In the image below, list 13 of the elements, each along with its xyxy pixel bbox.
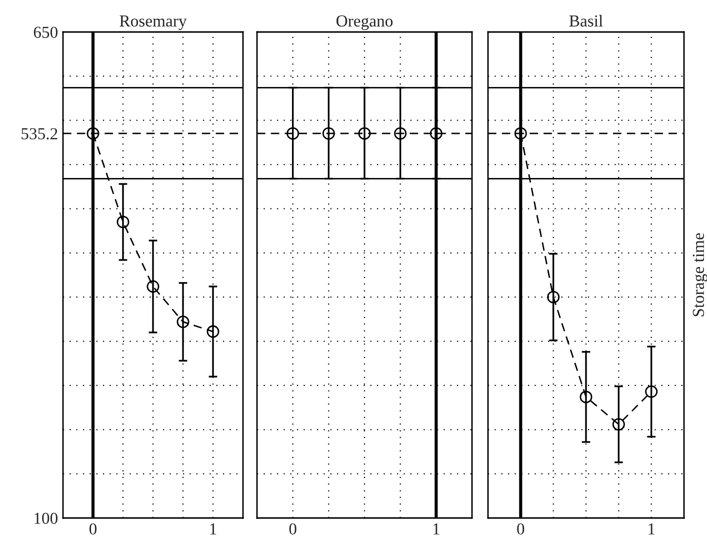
- y-axis-title: Storage time: [692, 233, 707, 316]
- y-tick-label: 650: [34, 26, 58, 38]
- chart-title: Rosemary: [120, 16, 187, 30]
- x-tick-label: 1: [210, 523, 216, 534]
- chart-title: Oregano: [336, 15, 393, 30]
- x-tick-label: 1: [648, 523, 654, 534]
- chart-title: Basil: [569, 14, 603, 27]
- x-tick-label: 0: [517, 523, 524, 535]
- x-tick-label: 0: [289, 523, 296, 535]
- y-tick-label: 535.2: [22, 128, 58, 140]
- x-tick-label: 1: [433, 523, 440, 534]
- x-tick-label: 0: [89, 523, 97, 535]
- y-tick-label: 100: [34, 512, 58, 524]
